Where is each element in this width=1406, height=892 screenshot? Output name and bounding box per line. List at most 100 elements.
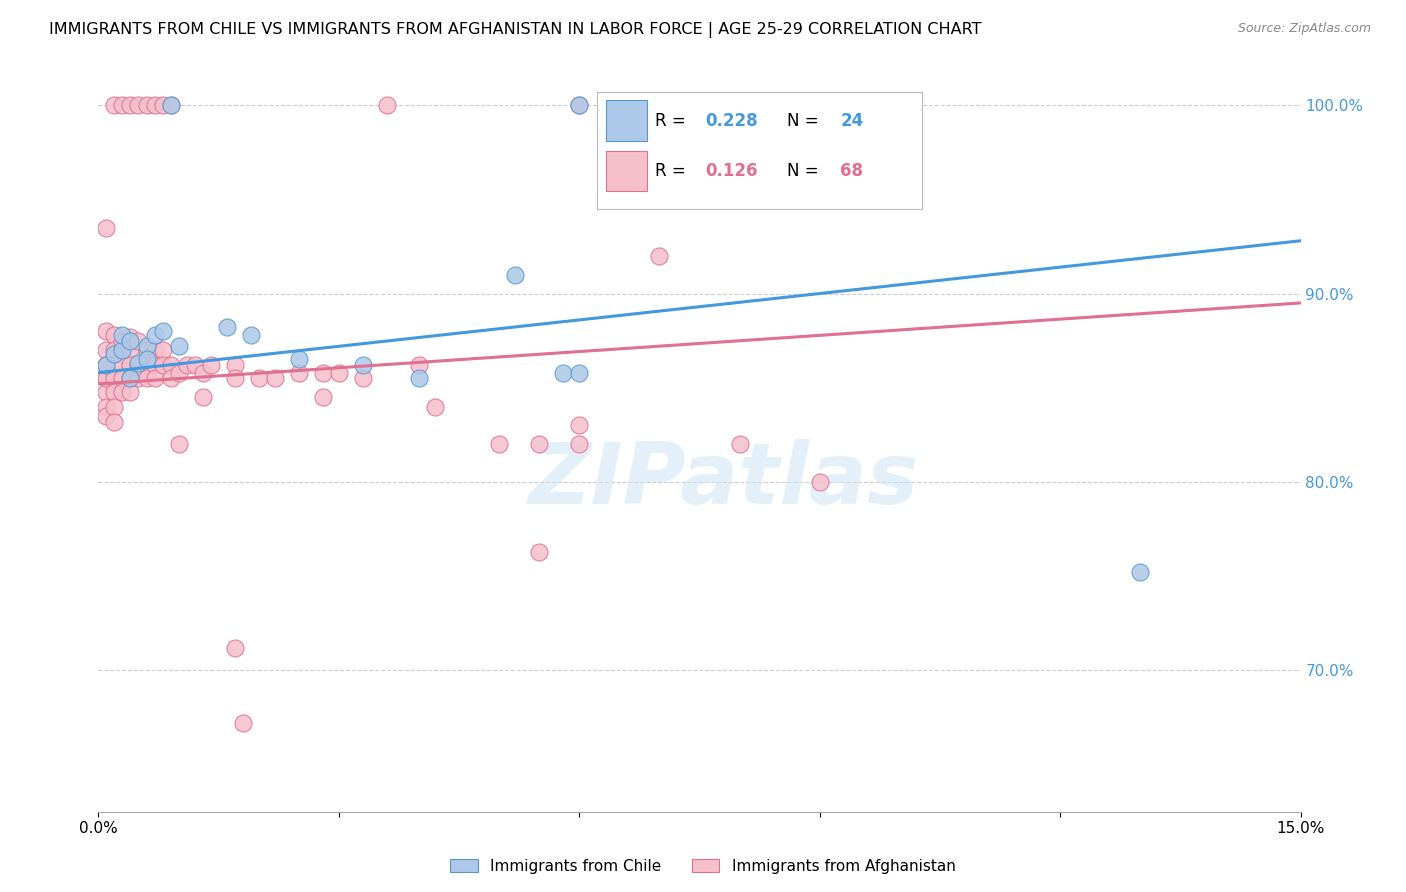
Point — [135, 358, 157, 372]
Text: Source: ZipAtlas.com: Source: ZipAtlas.com — [1237, 22, 1371, 36]
Point — [135, 343, 157, 357]
Point — [96, 358, 118, 372]
Point — [111, 384, 134, 399]
Point — [224, 640, 246, 655]
Point — [96, 343, 118, 357]
Point — [103, 415, 125, 429]
Point — [120, 334, 142, 348]
Point — [288, 366, 311, 380]
Point — [103, 347, 125, 361]
Point — [159, 98, 181, 112]
Point — [288, 352, 311, 367]
Point — [103, 328, 125, 343]
Point — [128, 334, 150, 348]
Text: N =: N = — [787, 162, 824, 180]
Point — [352, 371, 374, 385]
Point — [408, 358, 430, 372]
Point — [120, 384, 142, 399]
Point — [103, 343, 125, 357]
Point — [352, 358, 374, 372]
Point — [96, 384, 118, 399]
Point — [159, 358, 181, 372]
FancyBboxPatch shape — [598, 92, 922, 209]
Point — [103, 358, 125, 372]
Point — [152, 324, 174, 338]
Point — [159, 98, 181, 112]
Point — [648, 249, 671, 263]
Point — [553, 366, 575, 380]
Text: 0.126: 0.126 — [706, 162, 758, 180]
Point — [167, 339, 190, 353]
Point — [135, 352, 157, 367]
Text: N =: N = — [787, 112, 824, 129]
Point — [111, 343, 134, 357]
Point — [96, 358, 118, 372]
Point — [568, 418, 591, 433]
Point — [96, 371, 118, 385]
Text: R =: R = — [655, 162, 690, 180]
Point — [111, 347, 134, 361]
Point — [408, 371, 430, 385]
Point — [128, 356, 150, 370]
Legend: Immigrants from Chile, Immigrants from Afghanistan: Immigrants from Chile, Immigrants from A… — [444, 853, 962, 880]
Point — [103, 384, 125, 399]
Point — [120, 343, 142, 357]
Point — [312, 390, 335, 404]
Point — [128, 98, 150, 112]
Point — [120, 371, 142, 385]
Point — [143, 343, 166, 357]
Point — [103, 400, 125, 414]
Point — [232, 716, 254, 731]
Point — [135, 371, 157, 385]
Point — [312, 366, 335, 380]
Point — [375, 98, 398, 112]
Point — [152, 343, 174, 357]
Point — [183, 358, 205, 372]
Point — [111, 98, 134, 112]
Point — [128, 358, 150, 372]
Point — [96, 220, 118, 235]
Point — [568, 366, 591, 380]
Point — [423, 400, 446, 414]
Point — [808, 98, 831, 112]
Point — [111, 371, 134, 385]
Point — [152, 358, 174, 372]
Text: 68: 68 — [841, 162, 863, 180]
Point — [152, 98, 174, 112]
Point — [167, 437, 190, 451]
Point — [103, 371, 125, 385]
Point — [96, 324, 118, 338]
Point — [120, 371, 142, 385]
Point — [120, 358, 142, 372]
Point — [728, 437, 751, 451]
Point — [96, 371, 118, 385]
Text: ZIPatlas: ZIPatlas — [529, 439, 918, 522]
Point — [263, 371, 285, 385]
Text: 24: 24 — [841, 112, 863, 129]
Point — [224, 371, 246, 385]
Point — [503, 268, 526, 282]
Point — [143, 98, 166, 112]
Point — [159, 371, 181, 385]
Point — [167, 366, 190, 380]
Point — [1129, 566, 1152, 580]
Point — [224, 358, 246, 372]
Point — [488, 437, 510, 451]
Point — [176, 358, 198, 372]
Point — [328, 366, 350, 380]
Point — [96, 409, 118, 423]
Point — [135, 339, 157, 353]
Point — [529, 437, 551, 451]
Point — [96, 358, 118, 372]
Point — [239, 328, 262, 343]
Text: IMMIGRANTS FROM CHILE VS IMMIGRANTS FROM AFGHANISTAN IN LABOR FORCE | AGE 25-29 : IMMIGRANTS FROM CHILE VS IMMIGRANTS FROM… — [49, 22, 981, 38]
Point — [808, 475, 831, 489]
Text: 0.228: 0.228 — [706, 112, 758, 129]
Point — [215, 320, 238, 334]
Point — [143, 371, 166, 385]
Point — [856, 98, 879, 112]
Point — [135, 98, 157, 112]
Point — [111, 358, 134, 372]
Point — [111, 328, 134, 343]
FancyBboxPatch shape — [606, 151, 647, 192]
